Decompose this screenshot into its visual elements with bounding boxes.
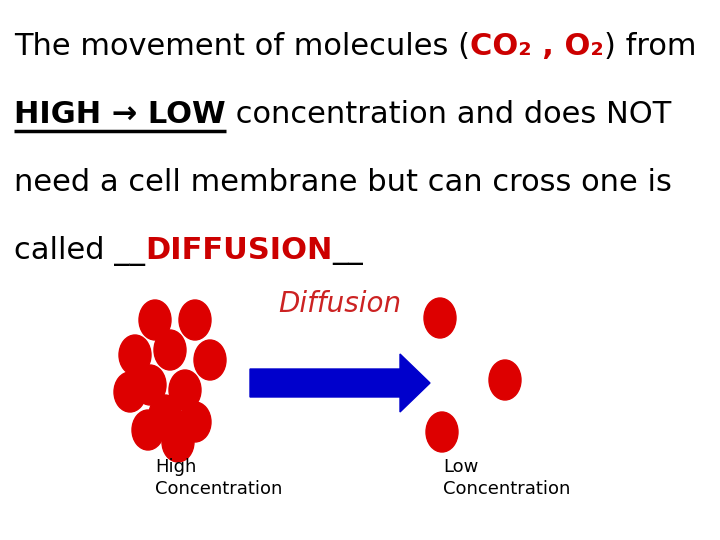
Ellipse shape: [424, 298, 456, 338]
Ellipse shape: [169, 370, 201, 410]
Ellipse shape: [194, 340, 226, 380]
FancyArrow shape: [250, 354, 430, 412]
Text: concentration and does NOT: concentration and does NOT: [225, 100, 671, 129]
Text: Low
Concentration: Low Concentration: [443, 458, 570, 498]
Ellipse shape: [139, 300, 171, 340]
Ellipse shape: [114, 372, 146, 412]
Text: ) from: ) from: [604, 32, 696, 61]
Text: The movement of molecules (: The movement of molecules (: [14, 32, 470, 61]
Text: High
Concentration: High Concentration: [155, 458, 282, 498]
Ellipse shape: [132, 410, 164, 450]
Ellipse shape: [154, 330, 186, 370]
Ellipse shape: [162, 422, 194, 462]
Text: Diffusion: Diffusion: [279, 290, 402, 318]
Ellipse shape: [426, 412, 458, 452]
Ellipse shape: [134, 365, 166, 405]
Text: called __: called __: [14, 236, 145, 266]
Ellipse shape: [179, 300, 211, 340]
Ellipse shape: [119, 335, 151, 375]
Ellipse shape: [489, 360, 521, 400]
Text: need a cell membrane but can cross one is: need a cell membrane but can cross one i…: [14, 168, 672, 197]
Ellipse shape: [149, 395, 181, 435]
Text: HIGH → LOW: HIGH → LOW: [14, 100, 225, 129]
Text: CO₂ , O₂: CO₂ , O₂: [470, 32, 604, 61]
Ellipse shape: [179, 402, 211, 442]
Text: __: __: [333, 236, 363, 265]
Text: DIFFUSION: DIFFUSION: [145, 236, 333, 265]
